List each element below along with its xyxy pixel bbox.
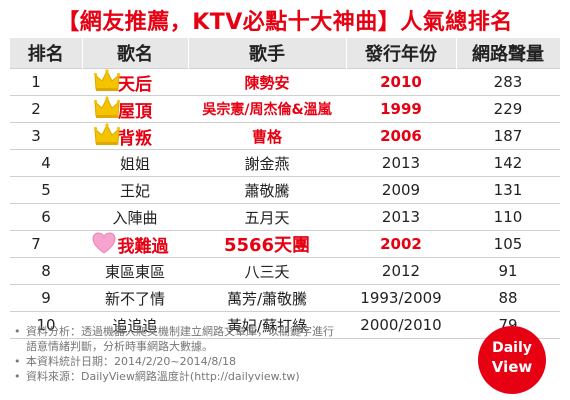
- rank-cell: 10: [10, 311, 82, 339]
- table-row: 5 王妃 蕭敬騰 2009 131: [10, 176, 560, 204]
- dailyview-logo: Daily View: [478, 326, 546, 394]
- note-analysis-continued: 語意情緒判斷，分析時事網路大數據。: [26, 340, 213, 353]
- table-row: 10 追追追 黃妃/蘇打綠 2000/2010 79: [10, 311, 560, 339]
- bullet-icon: •: [14, 355, 21, 368]
- volume-cell: 187: [456, 122, 560, 150]
- table-row: 3 背叛 曹格 2006 187: [10, 122, 560, 150]
- year-cell: 2006: [346, 122, 456, 150]
- ranking-table: 排名 歌名 歌手 發行年份 網路聲量 1 天后 陳勢安 2010 283 2 屋…: [10, 38, 561, 339]
- singer-cell: 吳宗憲/周杰倫&溫嵐: [188, 95, 346, 123]
- singer-cell: 八三夭: [188, 257, 346, 285]
- year-cell: 2009: [346, 176, 456, 204]
- header-singer: 歌手: [188, 38, 347, 69]
- song-cell: 東區東區: [82, 257, 188, 285]
- singer-cell: 蕭敬騰: [188, 176, 346, 204]
- note-analysis: • 資料分析：透過機器人爬文機制建立網路文章庫，以關鍵字進行: [14, 325, 334, 338]
- table-row: 4 姐姐 謝金燕 2013 142: [10, 149, 560, 177]
- rank-cell: 9: [10, 284, 82, 312]
- table-header-row: 排名 歌名 歌手 發行年份 網路聲量: [10, 38, 561, 69]
- table-row: 9 新不了情 萬芳/蕭敬騰 1993/2009 88: [10, 284, 560, 312]
- footnotes: • 資料分析：透過機器人爬文機制建立網路文章庫，以關鍵字進行 語意情緒判斷，分析時…: [14, 324, 444, 384]
- table-row: 2 屋頂 吳宗憲/周杰倫&溫嵐 1999 229: [10, 95, 560, 123]
- song-name: 屋頂: [118, 101, 152, 122]
- volume-cell: 131: [456, 176, 560, 204]
- header-rank: 排名: [10, 38, 83, 69]
- table-row: 8 東區東區 八三夭 2012 91: [10, 257, 560, 285]
- rank-number: 9: [41, 289, 51, 307]
- bullet-icon: •: [14, 370, 21, 383]
- header-song: 歌名: [82, 38, 189, 69]
- song-name: 背叛: [118, 128, 152, 149]
- singer-cell: 萬芳/蕭敬騰: [188, 284, 346, 312]
- rank-cell: 1: [10, 68, 82, 96]
- volume-cell: 105: [456, 230, 560, 258]
- year-cell: 2002: [346, 230, 456, 258]
- rank-cell: 2: [10, 95, 82, 123]
- crown-icon: [94, 69, 120, 91]
- singer-cell: 曹格: [188, 122, 346, 150]
- song-name: 我難過: [117, 236, 169, 257]
- year-cell: 2000/2010: [346, 311, 456, 339]
- rank-number: 3: [31, 127, 41, 145]
- rank-cell: 5: [10, 176, 82, 204]
- header-volume: 網路聲量: [456, 38, 561, 69]
- singer-cell: 五月天: [188, 203, 346, 231]
- year-cell: 2010: [346, 68, 456, 96]
- singer-cell: 謝金燕: [188, 149, 346, 177]
- rank-number: 2: [31, 100, 41, 118]
- rank-cell: 8: [10, 257, 82, 285]
- volume-cell: 142: [456, 149, 560, 177]
- song-cell: 王妃: [82, 176, 188, 204]
- song-cell: 入陣曲: [82, 203, 188, 231]
- header-year: 發行年份: [346, 38, 457, 69]
- crown-icon: [94, 96, 120, 118]
- crown-icon: [94, 123, 120, 145]
- table-row: 7 我難過 5566天團 2002 105: [10, 230, 560, 258]
- rank-cell: 7: [10, 230, 82, 258]
- song-cell: 背叛: [82, 122, 188, 150]
- rank-number: 1: [31, 73, 41, 91]
- rank-number: 10: [36, 316, 56, 334]
- year-cell: 2013: [346, 203, 456, 231]
- rank-number: 5: [41, 181, 51, 199]
- volume-cell: 229: [456, 95, 560, 123]
- rank-number: 7: [31, 235, 41, 253]
- page-title: 【網友推薦，KTV必點十大神曲】人氣總排名: [57, 10, 513, 35]
- song-cell: 屋頂: [82, 95, 188, 123]
- table-row: 1 天后 陳勢安 2010 283: [10, 68, 560, 96]
- rank-number: 4: [41, 154, 51, 172]
- song-cell: 姐姐: [82, 149, 188, 177]
- singer-cell: 5566天團: [188, 230, 346, 258]
- rank-cell: 6: [10, 203, 82, 231]
- singer-cell: 黃妃/蘇打綠: [188, 311, 346, 339]
- song-cell: 我難過: [82, 230, 188, 258]
- bullet-icon: •: [14, 325, 21, 338]
- song-cell: 天后: [82, 68, 188, 96]
- heart-icon: [92, 232, 116, 254]
- singer-cell: 陳勢安: [188, 68, 346, 96]
- rank-number: 8: [41, 262, 51, 280]
- song-name: 天后: [118, 74, 152, 95]
- rank-number: 6: [41, 208, 51, 226]
- note-period: • 本資料統計日期：2014/2/20~2014/8/18: [14, 355, 237, 368]
- volume-cell: 283: [456, 68, 560, 96]
- year-cell: 2013: [346, 149, 456, 177]
- year-cell: 2012: [346, 257, 456, 285]
- song-cell: 新不了情: [82, 284, 188, 312]
- note-source: • 資料來源：DailyView網路溫度計(http://dailyview.tw…: [14, 370, 300, 383]
- volume-cell: 88: [456, 284, 560, 312]
- rank-cell: 3: [10, 122, 82, 150]
- volume-cell: 110: [456, 203, 560, 231]
- table-row: 6 入陣曲 五月天 2013 110: [10, 203, 560, 231]
- year-cell: 1999: [346, 95, 456, 123]
- song-cell: 追追追: [82, 311, 188, 339]
- rank-cell: 4: [10, 149, 82, 177]
- volume-cell: 91: [456, 257, 560, 285]
- year-cell: 1993/2009: [346, 284, 456, 312]
